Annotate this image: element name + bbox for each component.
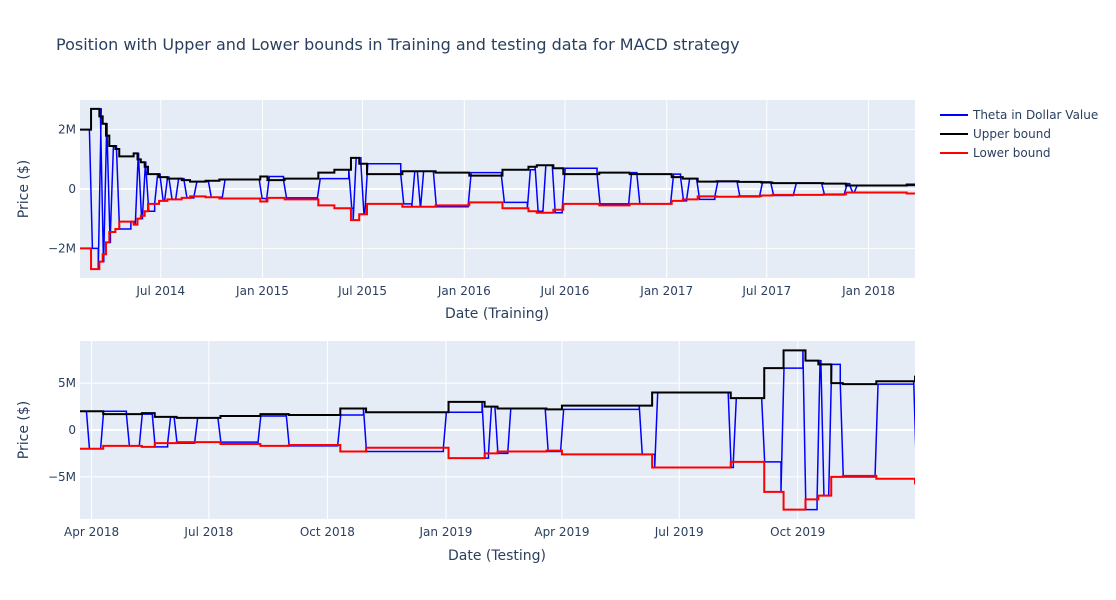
x-axis-title-testing: Date (Testing) [448, 548, 546, 564]
gridlines-training [80, 100, 915, 278]
x-tick-label: Jul 2018 [183, 525, 233, 539]
x-tick-label: Jan 2017 [639, 284, 693, 298]
y-axis-title-training: Price ($) [16, 160, 32, 218]
x-tick-label: Apr 2018 [64, 525, 119, 539]
legend-label-lower: Lower bound [973, 146, 1051, 160]
chart-title: Position with Upper and Lower bounds in … [56, 35, 740, 54]
y-ticks-testing: 5M 0 −5M [48, 376, 76, 484]
y-axis-title-testing: Price ($) [16, 401, 32, 459]
subplot-testing: Apr 2018 Jul 2018 Oct 2018 Jan 2019 Apr 2019… [16, 341, 915, 564]
x-tick-label: Jul 2019 [654, 525, 704, 539]
y-tick-label: 0 [68, 423, 76, 437]
x-tick-label: Jan 2018 [841, 284, 895, 298]
upper-bound-line [80, 107, 915, 187]
legend-label-upper: Upper bound [973, 127, 1051, 141]
x-tick-label: Apr 2019 [534, 525, 589, 539]
traces-training [80, 107, 915, 271]
upper-bound-line [80, 349, 915, 419]
traces-testing [80, 349, 915, 511]
y-tick-label: 2M [58, 123, 76, 137]
x-tick-label: Jan 2019 [419, 525, 473, 539]
x-ticks-testing: Apr 2018 Jul 2018 Oct 2018 Jan 2019 Apr 2019… [64, 525, 825, 539]
legend-item-theta[interactable]: Theta in Dollar Value [940, 108, 1098, 122]
x-tick-label: Oct 2018 [300, 525, 355, 539]
subplot-training: Jul 2014 Jan 2015 Jul 2015 Jan 2016 Jul 2016… [16, 100, 915, 322]
legend-label-theta: Theta in Dollar Value [972, 108, 1098, 122]
y-tick-label: −2M [48, 241, 76, 255]
y-ticks-training: 2M 0 −2M [48, 123, 76, 256]
lower-bound-line [80, 441, 915, 511]
x-tick-label: Jul 2016 [540, 284, 590, 298]
legend: Theta in Dollar Value Upper bound Lower … [940, 108, 1098, 160]
x-tick-label: Jul 2014 [135, 284, 185, 298]
x-axis-title-training: Date (Training) [445, 306, 549, 322]
legend-item-lower[interactable]: Lower bound [940, 146, 1051, 160]
lower-bound-line [80, 191, 915, 271]
y-tick-label: 5M [58, 376, 76, 390]
x-tick-label: Jul 2017 [741, 284, 791, 298]
y-tick-label: 0 [68, 182, 76, 196]
x-tick-label: Jan 2015 [235, 284, 289, 298]
x-tick-label: Jul 2015 [337, 284, 387, 298]
x-ticks-training: Jul 2014 Jan 2015 Jul 2015 Jan 2016 Jul 2016… [135, 284, 895, 298]
x-tick-label: Oct 2019 [770, 525, 825, 539]
legend-item-upper[interactable]: Upper bound [940, 127, 1051, 141]
x-tick-label: Jan 2016 [437, 284, 491, 298]
y-tick-label: −5M [48, 470, 76, 484]
